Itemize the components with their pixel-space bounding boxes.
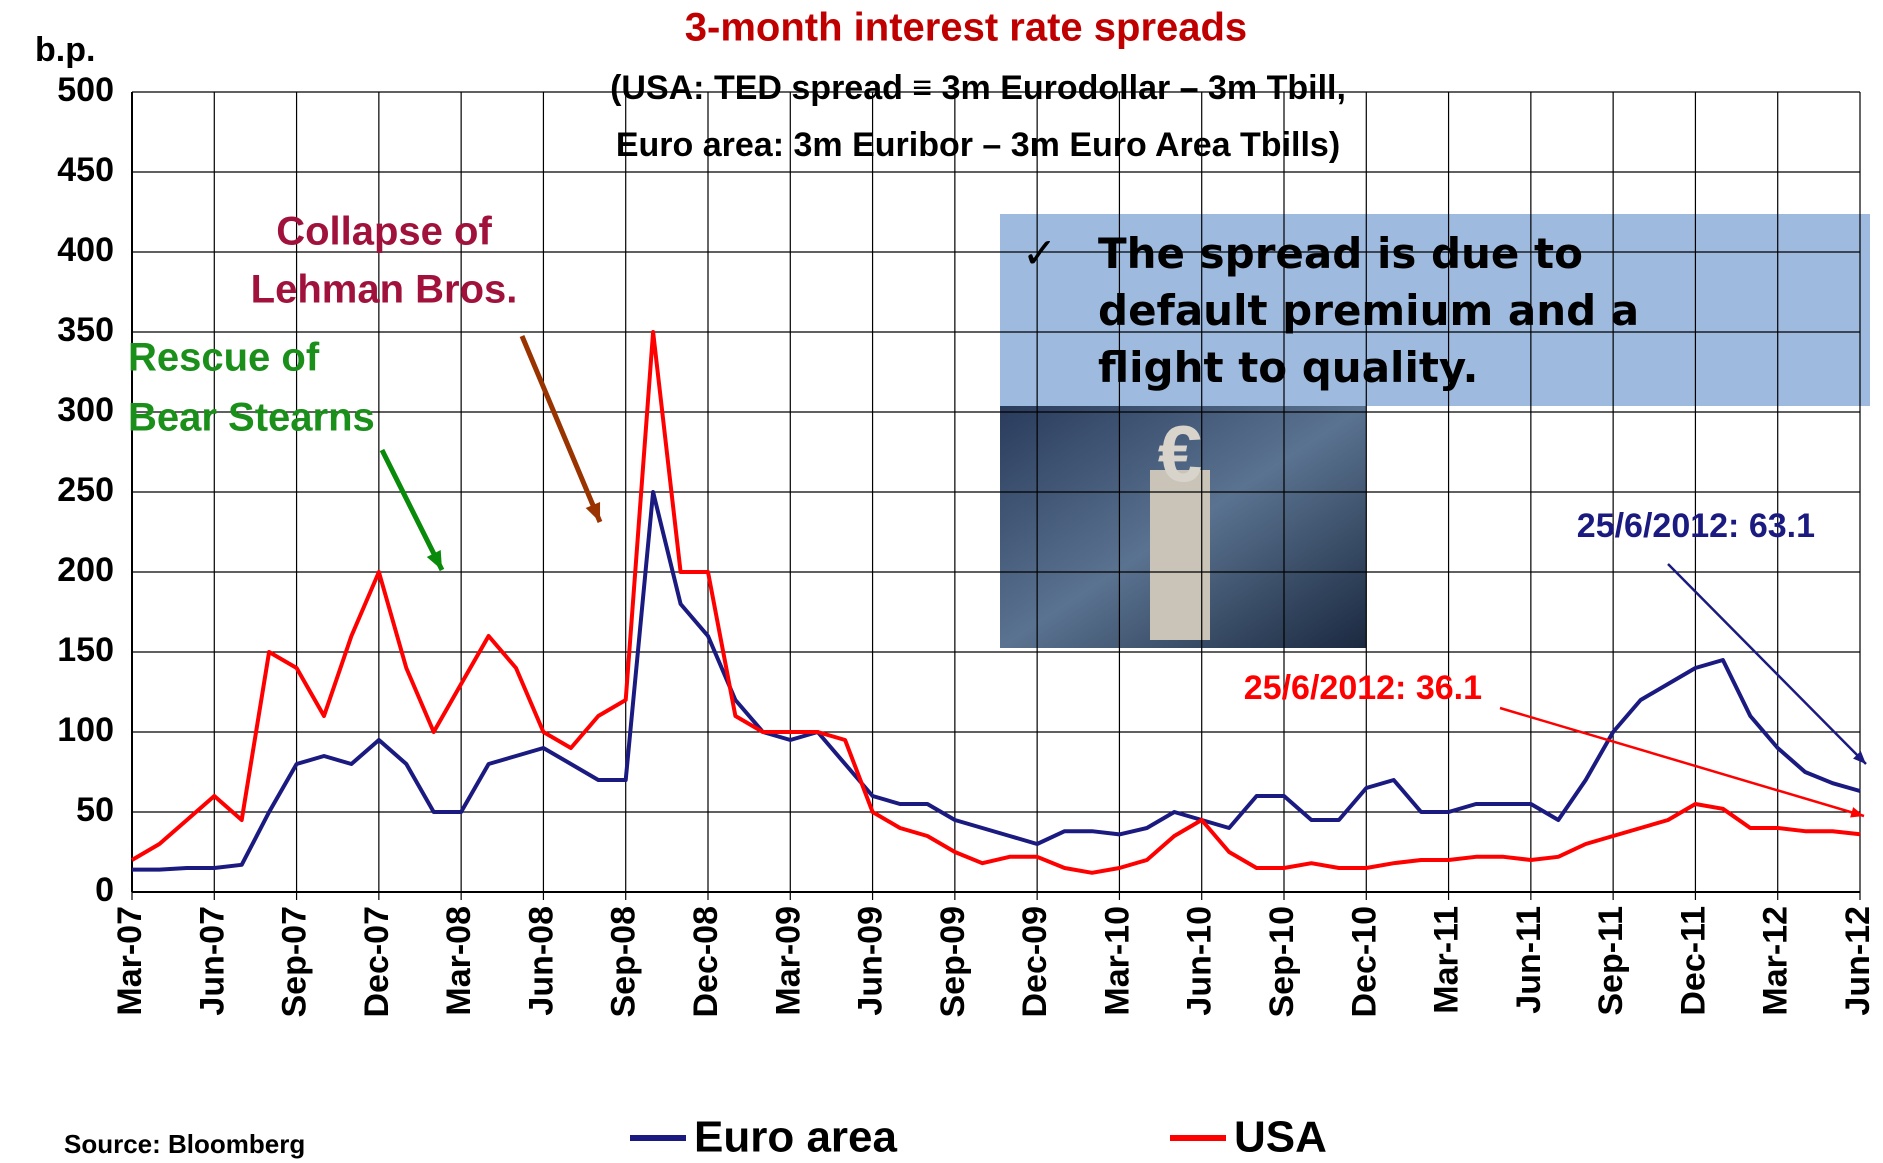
chart-title: 3-month interest rate spreads <box>685 6 1247 50</box>
y-tick-label: 50 <box>76 791 114 829</box>
y-tick-label: 400 <box>57 231 114 269</box>
x-tick-label: Dec-08 <box>687 906 725 1018</box>
x-tick-label: Dec-07 <box>358 906 396 1018</box>
x-tick-label: Dec-10 <box>1345 906 1383 1018</box>
page: 3-month interest rate spreads b.p. ✓ € S… <box>0 0 1883 1163</box>
x-tick-label: Sep-07 <box>276 906 314 1018</box>
source: Source: Bloomberg <box>64 1129 305 1159</box>
x-tick-label: Jun-08 <box>522 906 560 1016</box>
x-tick-label: Sep-10 <box>1263 906 1301 1018</box>
annotation: Bear Stearns <box>128 396 375 440</box>
y-tick-label: 450 <box>57 151 114 189</box>
x-tick-label: Mar-12 <box>1757 906 1795 1016</box>
y-tick-label: 0 <box>95 871 114 909</box>
x-tick-label: Mar-11 <box>1428 906 1466 1014</box>
arrow-head <box>1850 807 1864 817</box>
annotation-arrow <box>382 450 442 570</box>
y-tick-label: 500 <box>57 71 114 109</box>
annotation: Collapse of <box>276 210 492 254</box>
x-tick-label: Dec-09 <box>1016 906 1054 1018</box>
chart-subtitle: (USA: TED spread ≡ 3m Eurodollar – 3m Tb… <box>610 69 1346 107</box>
x-tick-label: Mar-07 <box>111 906 149 1016</box>
series-line <box>132 492 1860 870</box>
x-tick-label: Jun-12 <box>1839 906 1877 1016</box>
series-line <box>132 332 1860 873</box>
legend-label: USA <box>1234 1113 1327 1162</box>
annotation-arrow <box>522 336 600 522</box>
y-tick-label: 350 <box>57 311 114 349</box>
annotation: Rescue of <box>128 336 320 380</box>
annotation: 25/6/2012: 36.1 <box>1244 669 1482 707</box>
chart: 3-month interest rate spreads b.p. ✓ € S… <box>0 0 1883 1163</box>
checkmark: ✓ <box>1022 229 1057 278</box>
annotation-arrow <box>1500 708 1864 816</box>
x-tick-label: Mar-09 <box>769 906 807 1016</box>
y-axis-label: b.p. <box>35 31 95 69</box>
x-tick-label: Sep-08 <box>605 906 643 1018</box>
x-tick-label: Jun-09 <box>852 906 890 1016</box>
y-tick-label: 200 <box>57 551 114 589</box>
x-tick-label: Jun-11 <box>1510 906 1548 1014</box>
y-tick-label: 100 <box>57 711 114 749</box>
annotation: 25/6/2012: 63.1 <box>1577 507 1815 545</box>
x-tick-label: Jun-07 <box>193 906 231 1016</box>
euro-symbol: € <box>1158 409 1203 498</box>
x-tick-label: Jun-10 <box>1181 906 1219 1016</box>
legend-label: Euro area <box>694 1113 898 1162</box>
y-tick-label: 250 <box>57 471 114 509</box>
x-tick-label: Sep-09 <box>934 906 972 1018</box>
y-tick-label: 300 <box>57 391 114 429</box>
x-tick-label: Mar-10 <box>1098 906 1136 1016</box>
x-tick-label: Mar-08 <box>440 906 478 1016</box>
x-tick-label: Sep-11 <box>1592 906 1630 1016</box>
y-tick-label: 150 <box>57 631 114 669</box>
x-tick-label: Dec-11 <box>1674 906 1712 1016</box>
chart-subtitle: Euro area: 3m Euribor – 3m Euro Area Tbi… <box>616 126 1340 164</box>
annotation: Lehman Bros. <box>251 268 518 312</box>
